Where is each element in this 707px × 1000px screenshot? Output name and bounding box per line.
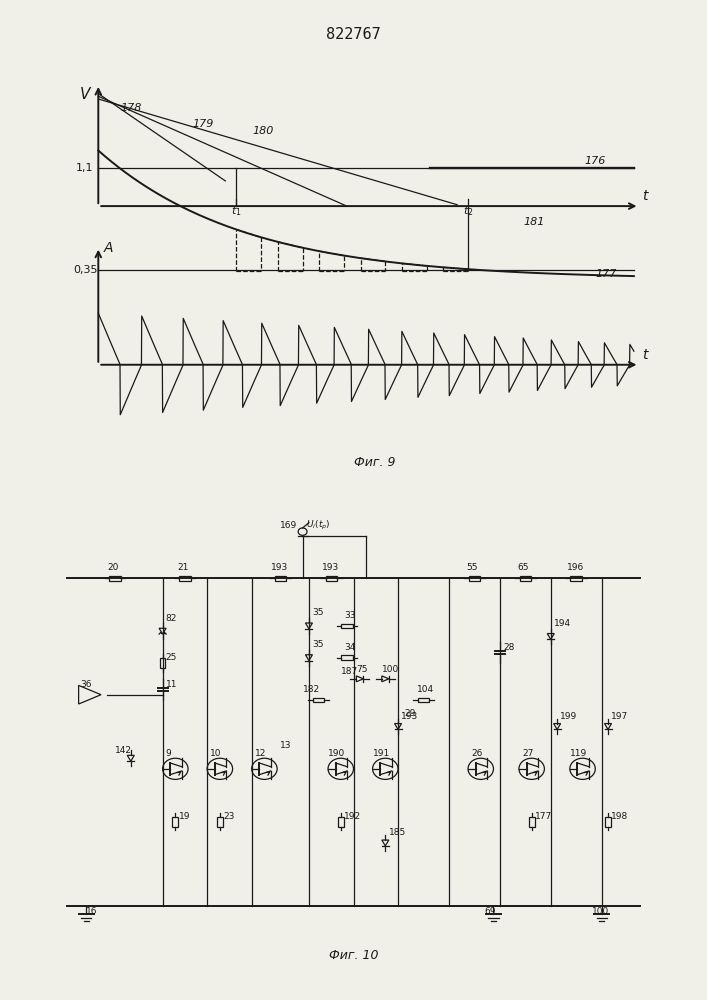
- Text: 185: 185: [389, 828, 406, 837]
- Text: 25: 25: [165, 653, 177, 662]
- Text: 142: 142: [115, 746, 132, 755]
- Bar: [160, 658, 165, 668]
- Bar: [529, 817, 534, 827]
- Text: 198: 198: [611, 812, 629, 821]
- Text: 23: 23: [223, 812, 235, 821]
- Text: 11: 11: [165, 680, 177, 689]
- Text: 55: 55: [467, 563, 478, 572]
- Text: 35: 35: [312, 640, 324, 649]
- Text: 176: 176: [584, 156, 606, 166]
- Text: 191: 191: [373, 749, 390, 758]
- Text: 187: 187: [341, 667, 358, 676]
- Bar: [341, 624, 353, 628]
- Text: 177: 177: [535, 812, 552, 821]
- Text: 19: 19: [178, 812, 190, 821]
- Text: $t_2$: $t_2$: [463, 204, 474, 218]
- Text: 193: 193: [322, 563, 339, 572]
- Text: 199: 199: [561, 712, 578, 721]
- Text: 1,1: 1,1: [76, 163, 94, 173]
- Text: 194: 194: [554, 619, 571, 628]
- Text: 181: 181: [523, 217, 545, 227]
- Text: 34: 34: [344, 643, 356, 652]
- Text: $U_i(t_p)$: $U_i(t_p)$: [306, 519, 330, 532]
- Text: 21: 21: [177, 563, 189, 572]
- Text: 196: 196: [567, 563, 584, 572]
- Bar: [179, 576, 191, 581]
- Text: 192: 192: [344, 812, 361, 821]
- Text: 178: 178: [120, 103, 142, 113]
- Text: 35: 35: [312, 608, 324, 617]
- Text: 9: 9: [165, 749, 172, 758]
- Text: 182: 182: [303, 685, 320, 694]
- Text: 0,35: 0,35: [74, 265, 98, 275]
- Text: $t_1$: $t_1$: [231, 204, 242, 218]
- Text: 13: 13: [281, 741, 292, 750]
- Text: 169: 169: [281, 521, 298, 530]
- Bar: [418, 698, 429, 702]
- Text: 12: 12: [255, 749, 267, 758]
- Text: 69: 69: [484, 907, 496, 916]
- Bar: [173, 817, 178, 827]
- Text: 104: 104: [417, 685, 434, 694]
- Text: 10: 10: [211, 749, 222, 758]
- Text: 29: 29: [404, 709, 416, 718]
- Text: 193: 193: [402, 712, 419, 721]
- Text: 36: 36: [80, 680, 91, 689]
- Text: 197: 197: [611, 712, 629, 721]
- Bar: [605, 817, 611, 827]
- Text: 28: 28: [503, 643, 515, 652]
- Text: V: V: [80, 87, 90, 102]
- Bar: [312, 698, 325, 702]
- Bar: [274, 576, 286, 581]
- Text: 33: 33: [344, 611, 356, 620]
- Text: 65: 65: [518, 563, 529, 572]
- Bar: [469, 576, 480, 581]
- Text: 82: 82: [165, 614, 177, 623]
- Text: 180: 180: [253, 126, 274, 136]
- Text: Фиг. 9: Фиг. 9: [354, 456, 395, 469]
- Text: A: A: [104, 241, 113, 255]
- Text: 100: 100: [382, 665, 399, 674]
- Text: 27: 27: [522, 749, 534, 758]
- Bar: [341, 655, 353, 660]
- Text: 100: 100: [592, 907, 609, 916]
- Bar: [571, 576, 582, 581]
- Text: 16: 16: [86, 907, 98, 916]
- Bar: [520, 576, 531, 581]
- Bar: [109, 576, 121, 581]
- Bar: [217, 817, 223, 827]
- Text: 177: 177: [595, 269, 617, 279]
- Text: 75: 75: [357, 665, 368, 674]
- Text: 20: 20: [107, 563, 119, 572]
- Text: 119: 119: [570, 749, 587, 758]
- Text: t: t: [642, 348, 648, 362]
- Text: 822767: 822767: [326, 27, 381, 42]
- Text: 190: 190: [328, 749, 345, 758]
- Text: 26: 26: [472, 749, 483, 758]
- Bar: [338, 817, 344, 827]
- Text: t: t: [642, 189, 648, 203]
- Text: 179: 179: [192, 119, 214, 129]
- Text: 193: 193: [271, 563, 288, 572]
- Text: Фиг. 10: Фиг. 10: [329, 949, 378, 962]
- Bar: [325, 576, 337, 581]
